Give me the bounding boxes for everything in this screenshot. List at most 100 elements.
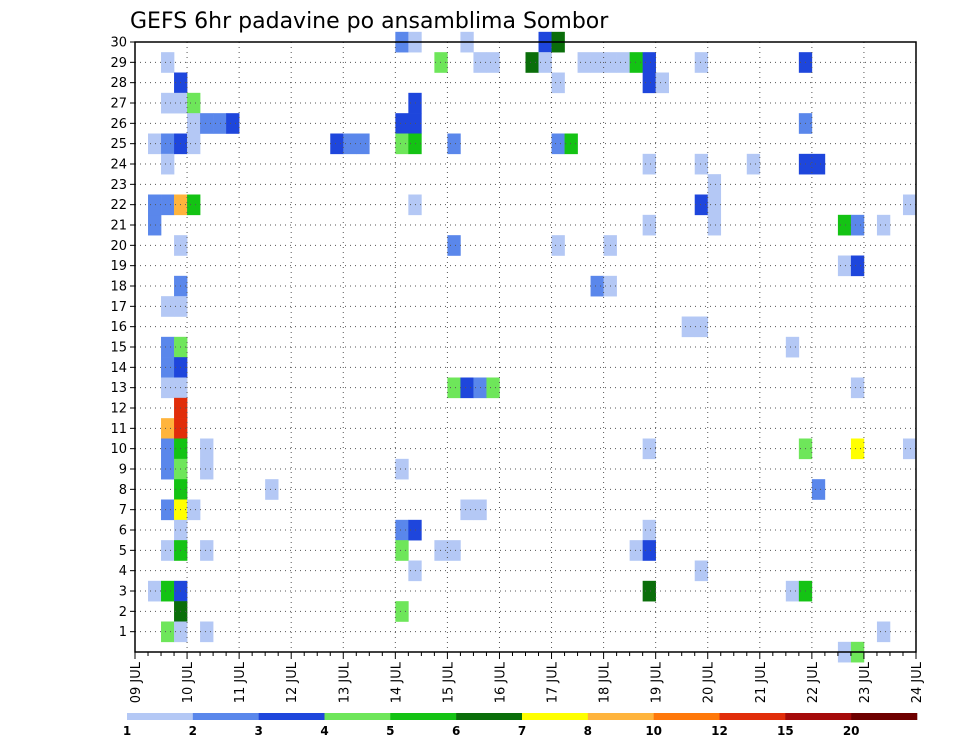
heatmap-cell (161, 499, 175, 521)
x-tick-label: 18 JUL (598, 661, 613, 703)
y-tick-label: 20 (110, 239, 127, 254)
grid-lines (135, 42, 916, 652)
heatmap-cell (200, 113, 214, 134)
heatmap-cell (707, 214, 722, 236)
colorbar-swatch (258, 713, 325, 720)
heatmap-cell (265, 479, 279, 500)
heatmap-cell (694, 560, 709, 582)
y-tick-label: 8 (119, 483, 127, 498)
heatmap-cell (200, 438, 214, 460)
x-axis: 09 JUL 10 JUL 11 JUL 12 JUL 13 JUL 14 JUL 15 J… (129, 652, 925, 703)
heatmap-cell (161, 418, 175, 439)
heatmap-cell (395, 540, 409, 561)
x-tick-label: 13 JUL (337, 661, 352, 703)
heatmap-cell (356, 133, 370, 155)
heatmap-cell (525, 52, 539, 73)
colorbar-swatch (587, 713, 654, 720)
x-tick-label: 20 JUL (702, 661, 717, 703)
heatmap-cell (447, 377, 461, 399)
heatmap-cell (434, 540, 448, 561)
colorbar-label: 3 (254, 724, 262, 738)
y-tick-label: 6 (119, 524, 127, 539)
heatmap-cell (486, 377, 500, 399)
heatmap-cell (148, 580, 162, 602)
heatmap-cell (694, 316, 709, 338)
heatmap-cell (837, 214, 852, 236)
heatmap-cell (642, 580, 656, 602)
x-tick-label: 24 JUL (910, 661, 925, 703)
heatmap-cell (161, 296, 175, 317)
colorbar-swatch (851, 713, 918, 720)
chart-title: GEFS 6hr padavine po ansamblima Sombor (130, 9, 609, 34)
colorbar-swatch (390, 713, 457, 720)
heatmap-cell (642, 72, 656, 94)
heatmap-cell (187, 92, 201, 114)
heatmap-cell (213, 113, 227, 134)
colorbar-swatch (456, 713, 523, 720)
heatmap-cell (551, 235, 565, 256)
y-tick-label: 26 (110, 117, 127, 132)
heatmap-cell (330, 133, 344, 155)
heatmap-cell (551, 72, 565, 94)
heatmap-cell (564, 133, 578, 155)
heatmap-cell (850, 255, 865, 277)
colorbar-label: 6 (452, 724, 460, 738)
colorbar-label: 10 (645, 724, 662, 738)
heatmap-cell (694, 194, 709, 216)
heatmap-cell (876, 214, 891, 236)
heatmap-cell (902, 438, 917, 460)
x-tick-label: 21 JUL (754, 661, 769, 703)
colorbar-label: 5 (386, 724, 394, 738)
heatmap-cell (161, 194, 175, 216)
y-tick-label: 22 (110, 198, 127, 213)
heatmap-cell (694, 153, 709, 175)
y-axis: 1234567891011121314151617181920212223242… (110, 36, 135, 640)
heatmap-cell (642, 540, 656, 561)
heatmap-cell (811, 153, 826, 175)
heatmap-cell (577, 52, 591, 73)
heatmap-cell (161, 92, 175, 114)
heatmap-cell (785, 336, 800, 358)
heatmap-cell (642, 438, 656, 460)
heatmap-cell (850, 214, 865, 236)
heatmap-cell (707, 174, 722, 195)
heatmap-cell (161, 357, 175, 378)
heatmap-cell (642, 214, 656, 236)
heatmap-cell (447, 133, 461, 155)
heatmap-cell (551, 133, 565, 155)
heatmap-cell (629, 540, 643, 561)
heatmap-cell (187, 499, 201, 521)
heatmap-cells (148, 31, 917, 663)
heatmap-cell (395, 519, 409, 541)
x-tick-label: 19 JUL (650, 661, 665, 703)
heatmap-cell (161, 133, 175, 155)
colorbar-swatch (192, 713, 259, 720)
y-tick-label: 2 (119, 605, 127, 620)
y-tick-label: 28 (110, 76, 127, 91)
y-tick-label: 10 (110, 442, 127, 457)
heatmap-cell (837, 255, 852, 277)
heatmap-cell (460, 499, 474, 521)
heatmap-cell (642, 519, 656, 541)
heatmap-cell (161, 52, 175, 73)
heatmap-cell (486, 52, 500, 73)
heatmap-cell (161, 438, 175, 460)
y-tick-label: 30 (110, 36, 127, 51)
colorbar-label: 15 (777, 724, 794, 738)
heatmap-cell (187, 113, 201, 134)
colorbar-label: 12 (711, 724, 728, 738)
y-tick-label: 9 (119, 463, 127, 478)
y-tick-label: 29 (110, 56, 127, 71)
heatmap-cell (395, 133, 409, 155)
y-tick-label: 23 (110, 178, 127, 193)
y-tick-label: 17 (110, 300, 127, 315)
y-tick-label: 14 (110, 361, 127, 376)
heatmap-cell (850, 438, 865, 460)
heatmap-cell (148, 133, 162, 155)
heatmap-cell (616, 52, 630, 73)
heatmap-cell (395, 601, 409, 622)
colorbar-label: 7 (518, 724, 526, 738)
x-tick-label: 22 JUL (806, 661, 821, 703)
heatmap-cell (148, 214, 162, 236)
heatmap-cell (642, 52, 656, 73)
